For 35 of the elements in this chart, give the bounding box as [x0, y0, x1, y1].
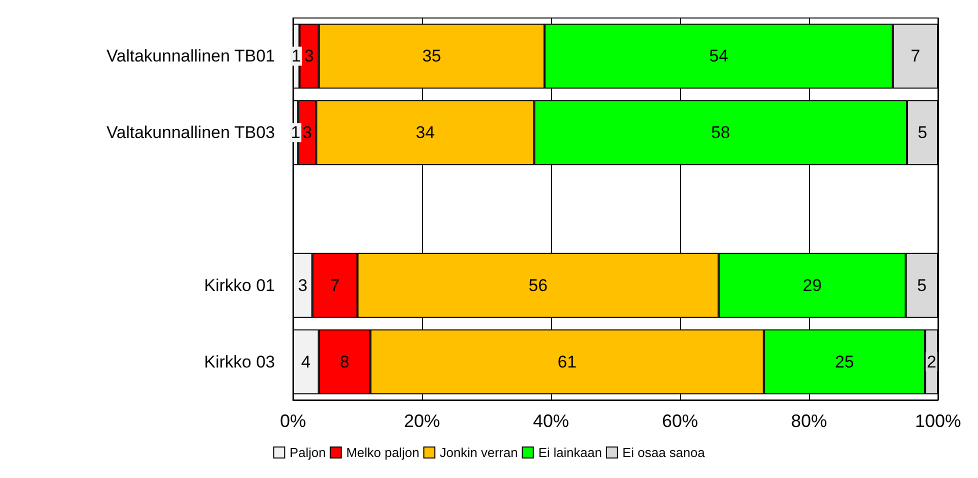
data-label: 1	[291, 46, 301, 66]
data-label: 29	[802, 276, 822, 295]
data-label: 58	[711, 123, 730, 142]
legend-label: Ei lainkaan	[538, 445, 602, 460]
y-tick-label: Valtakunnallinen TB01	[106, 46, 275, 66]
data-label: 56	[528, 276, 548, 295]
x-tick-label: 0%	[280, 411, 306, 431]
data-label: 54	[709, 46, 728, 66]
data-label: 35	[422, 46, 442, 66]
data-label: 2	[926, 352, 936, 372]
y-tick-label: Kirkko 01	[204, 276, 275, 295]
x-tick-label: 60%	[662, 411, 698, 431]
x-tick-label: 100%	[914, 411, 962, 431]
legend-label: Ei osaa sanoa	[622, 445, 706, 460]
legend-label: Melko paljon	[346, 445, 420, 460]
data-label: 4	[301, 352, 311, 372]
legend-label: Jonkin verran	[440, 445, 518, 460]
x-tick-label: 80%	[790, 411, 828, 431]
y-tick-label: Valtakunnallinen TB03	[106, 123, 275, 142]
data-label: 25	[835, 352, 854, 372]
data-label: 7	[330, 276, 340, 295]
legend-label: Paljon	[290, 445, 326, 460]
data-label: 8	[340, 352, 350, 372]
data-label: 7	[910, 46, 920, 66]
data-label: 3	[304, 46, 314, 66]
data-label: 3	[298, 276, 308, 295]
y-tick-label: Kirkko 03	[204, 352, 275, 372]
data-label: 1	[290, 123, 300, 142]
data-label: 3	[302, 123, 312, 142]
data-label: 61	[558, 352, 577, 372]
data-label: 5	[917, 276, 927, 295]
data-label: 5	[918, 123, 928, 142]
x-tick-label: 40%	[532, 411, 570, 431]
data-label: 34	[416, 123, 435, 142]
x-tick-label: 20%	[404, 411, 440, 431]
